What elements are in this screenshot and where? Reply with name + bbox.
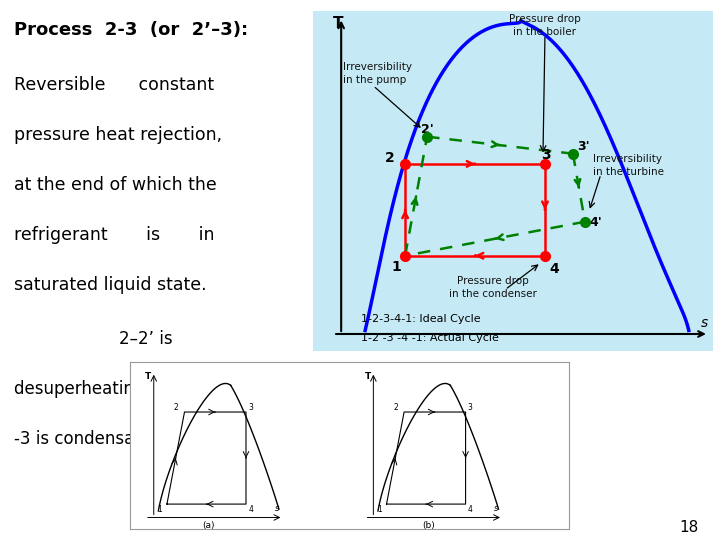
Text: 1: 1 bbox=[377, 505, 382, 515]
Text: s: s bbox=[274, 504, 279, 513]
Text: Pressure drop
in the boiler: Pressure drop in the boiler bbox=[509, 14, 581, 37]
Text: 18: 18 bbox=[679, 519, 698, 535]
Text: s: s bbox=[494, 504, 498, 513]
Text: T: T bbox=[364, 372, 371, 381]
Text: s: s bbox=[701, 316, 708, 330]
Text: T: T bbox=[333, 16, 343, 31]
Text: Process  2-3  (or  2’–3):: Process 2-3 (or 2’–3): bbox=[14, 21, 248, 38]
Text: 1: 1 bbox=[391, 260, 401, 274]
Text: 2: 2 bbox=[385, 151, 395, 165]
Text: 2: 2 bbox=[174, 403, 179, 413]
Text: 1-2’-3’-4’-1: Actual Cycle: 1-2’-3’-4’-1: Actual Cycle bbox=[361, 333, 499, 343]
Text: saturated liquid state.: saturated liquid state. bbox=[14, 276, 206, 294]
Text: 1: 1 bbox=[157, 505, 162, 515]
Text: (a): (a) bbox=[202, 521, 215, 530]
Text: Irreversibility
in the turbine: Irreversibility in the turbine bbox=[593, 154, 664, 177]
Text: Irreversibility
in the pump: Irreversibility in the pump bbox=[343, 62, 412, 85]
Text: Pressure drop
in the condenser: Pressure drop in the condenser bbox=[449, 276, 537, 299]
Text: 2': 2' bbox=[421, 123, 434, 136]
Text: 4: 4 bbox=[248, 505, 253, 515]
Text: 4: 4 bbox=[549, 262, 559, 276]
Text: 3: 3 bbox=[541, 148, 551, 162]
Text: 3: 3 bbox=[248, 403, 253, 413]
Text: 4: 4 bbox=[468, 505, 472, 515]
Text: 4': 4' bbox=[590, 216, 603, 229]
Text: at the end of which the: at the end of which the bbox=[14, 176, 216, 194]
Text: 1-2-3-4-1: Ideal Cycle: 1-2-3-4-1: Ideal Cycle bbox=[361, 314, 481, 324]
Text: 3': 3' bbox=[577, 140, 590, 153]
Text: 3: 3 bbox=[468, 403, 472, 413]
Text: pressure heat rejection,: pressure heat rejection, bbox=[14, 126, 222, 144]
Text: 2–2’ is: 2–2’ is bbox=[14, 330, 172, 348]
Text: -3 is condensation.: -3 is condensation. bbox=[14, 430, 171, 448]
Text: (b): (b) bbox=[422, 521, 435, 530]
Text: 2: 2 bbox=[393, 403, 398, 413]
Text: desuperheating, and  2’: desuperheating, and 2’ bbox=[14, 380, 212, 398]
Text: refrigerant       is       in: refrigerant is in bbox=[14, 226, 214, 244]
Text: Reversible      constant: Reversible constant bbox=[14, 76, 214, 93]
Text: T: T bbox=[145, 372, 151, 381]
